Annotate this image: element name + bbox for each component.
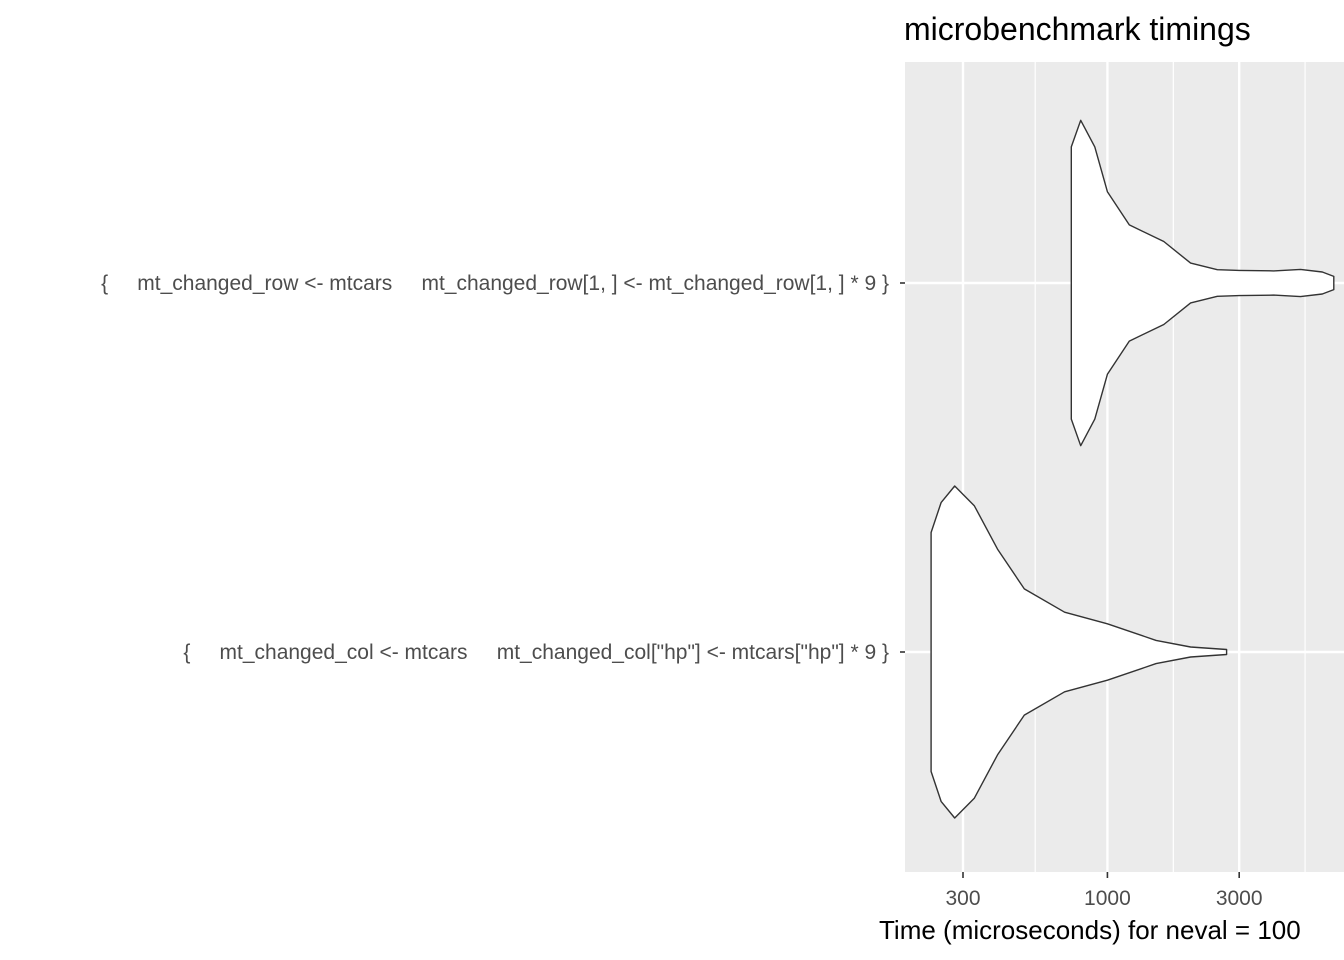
chart-title: microbenchmark timings [904, 11, 1251, 47]
x-axis-title: Time (microseconds) for neval = 100 [879, 915, 1301, 945]
x-tick-label-0: 300 [945, 887, 980, 910]
violins [930, 119, 1335, 819]
violin-1 [930, 485, 1228, 819]
y-tick-label-0: { mt_changed_row <- mtcars mt_changed_ro… [101, 272, 889, 295]
x-tick-label-2: 3000 [1216, 887, 1263, 910]
x-tick-label-1: 1000 [1084, 887, 1131, 910]
x-axis-ticks: 300 1000 3000 [945, 872, 1263, 910]
violin-0 [1070, 119, 1335, 447]
y-tick-label-1: { mt_changed_col <- mtcars mt_changed_co… [183, 641, 889, 664]
y-axis-ticks: { mt_changed_row <- mtcars mt_changed_ro… [101, 272, 905, 664]
